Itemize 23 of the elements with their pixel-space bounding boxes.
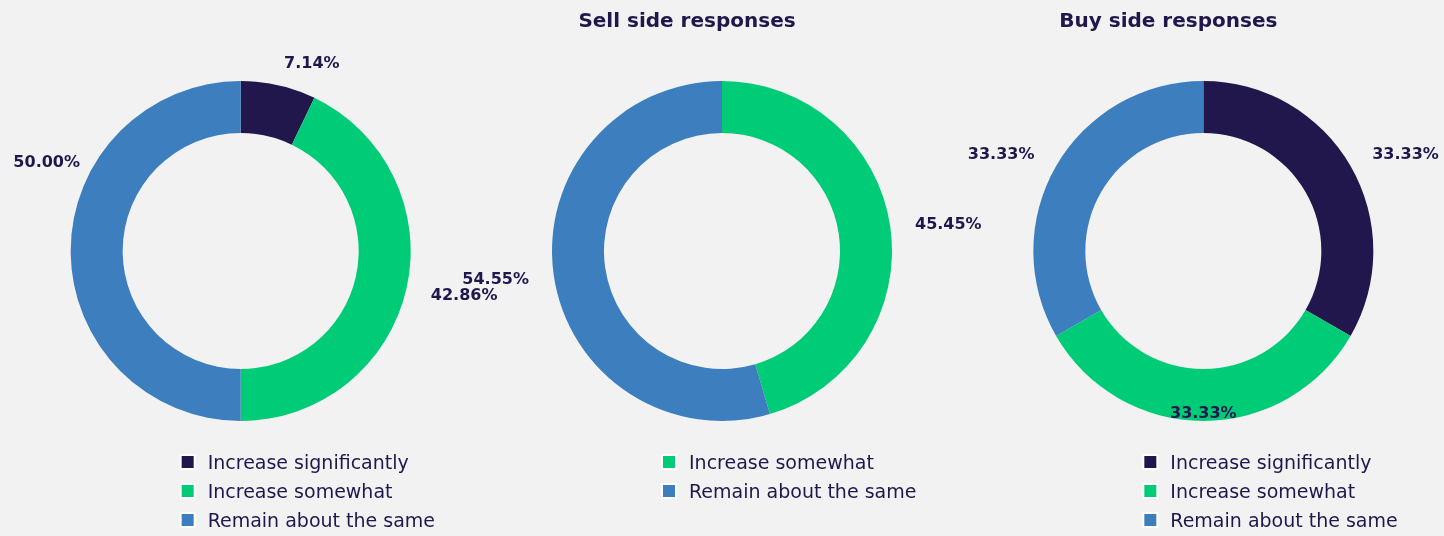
legend-label: Remain about the same: [207, 508, 436, 531]
data-label: 45.45%: [915, 213, 982, 233]
legend-label: Remain about the same: [1170, 508, 1398, 531]
data-label: 50.00%: [13, 151, 80, 171]
chart-title: Buy side responses: [1059, 8, 1278, 32]
legend-label: Increase somewhat: [1170, 479, 1356, 502]
legend-label: Increase significantly: [207, 450, 409, 473]
legend-label: Increase somewhat: [689, 450, 874, 473]
legend-label: Increase somewhat: [207, 479, 393, 502]
donut-slice: [552, 81, 770, 421]
donut-slice: [240, 97, 411, 421]
legend-label: Remain about the same: [689, 479, 917, 502]
donut-slice: [240, 81, 315, 145]
data-label: 7.14%: [284, 52, 340, 72]
donut-slice: [1203, 81, 1374, 336]
data-label: 33.33%: [1170, 402, 1237, 422]
donut-slice: [722, 81, 892, 415]
data-label: 33.33%: [1372, 144, 1439, 164]
donut-slice: [1033, 81, 1204, 336]
legend-label: Increase significantly: [1170, 450, 1372, 473]
donut-slice: [1056, 310, 1351, 421]
chart-title: Sell side responses: [578, 8, 796, 32]
data-label: 33.33%: [967, 144, 1035, 164]
